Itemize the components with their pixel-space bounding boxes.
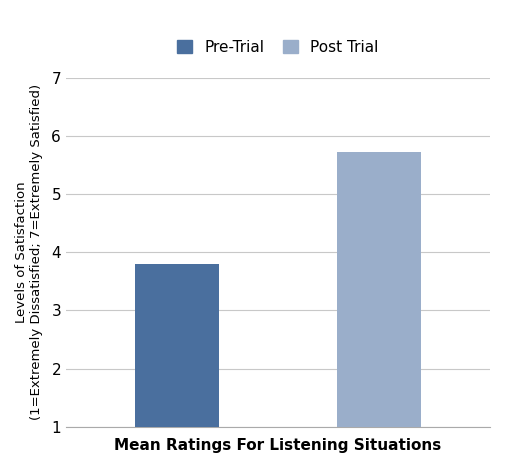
X-axis label: Mean Ratings For Listening Situations: Mean Ratings For Listening Situations xyxy=(114,438,441,453)
Bar xyxy=(336,152,421,427)
Bar xyxy=(135,264,219,427)
Y-axis label: Levels of Satisfaction
(1=Extremely Dissatisfied; 7=Extremely Satisfied): Levels of Satisfaction (1=Extremely Diss… xyxy=(15,84,43,420)
Legend: Pre-Trial, Post Trial: Pre-Trial, Post Trial xyxy=(177,40,379,55)
